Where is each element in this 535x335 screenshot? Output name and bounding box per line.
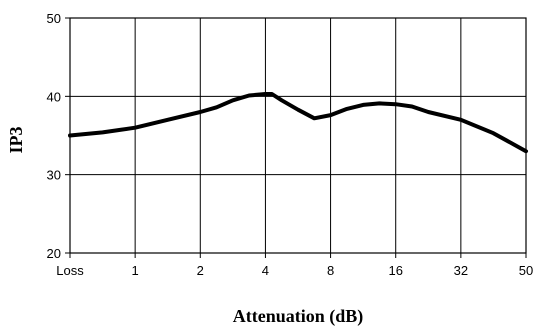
x-axis-title: Attenuation (dB) [233,306,364,327]
grid [65,17,527,258]
x-tick-label: 4 [262,263,269,278]
plot-area [69,17,527,254]
y-tick-label: 40 [47,89,61,104]
x-tick-label: Loss [56,263,84,278]
x-tick-label: 1 [132,263,139,278]
y-tick-label: 20 [47,246,61,261]
y-tick-label: 30 [47,168,61,183]
y-tick-label: 50 [47,11,61,26]
series-line [68,92,528,154]
x-tick-label: 32 [454,263,468,278]
x-tick-label: 50 [519,263,533,278]
y-tick-labels: 20 30 40 50 [47,11,61,261]
x-tick-labels: Loss 1 2 4 8 16 32 50 [56,263,533,278]
x-tick-label: 8 [327,263,334,278]
x-tick-label: 16 [388,263,402,278]
y-axis-title: IP3 [6,127,26,154]
x-tick-label: 2 [197,263,204,278]
